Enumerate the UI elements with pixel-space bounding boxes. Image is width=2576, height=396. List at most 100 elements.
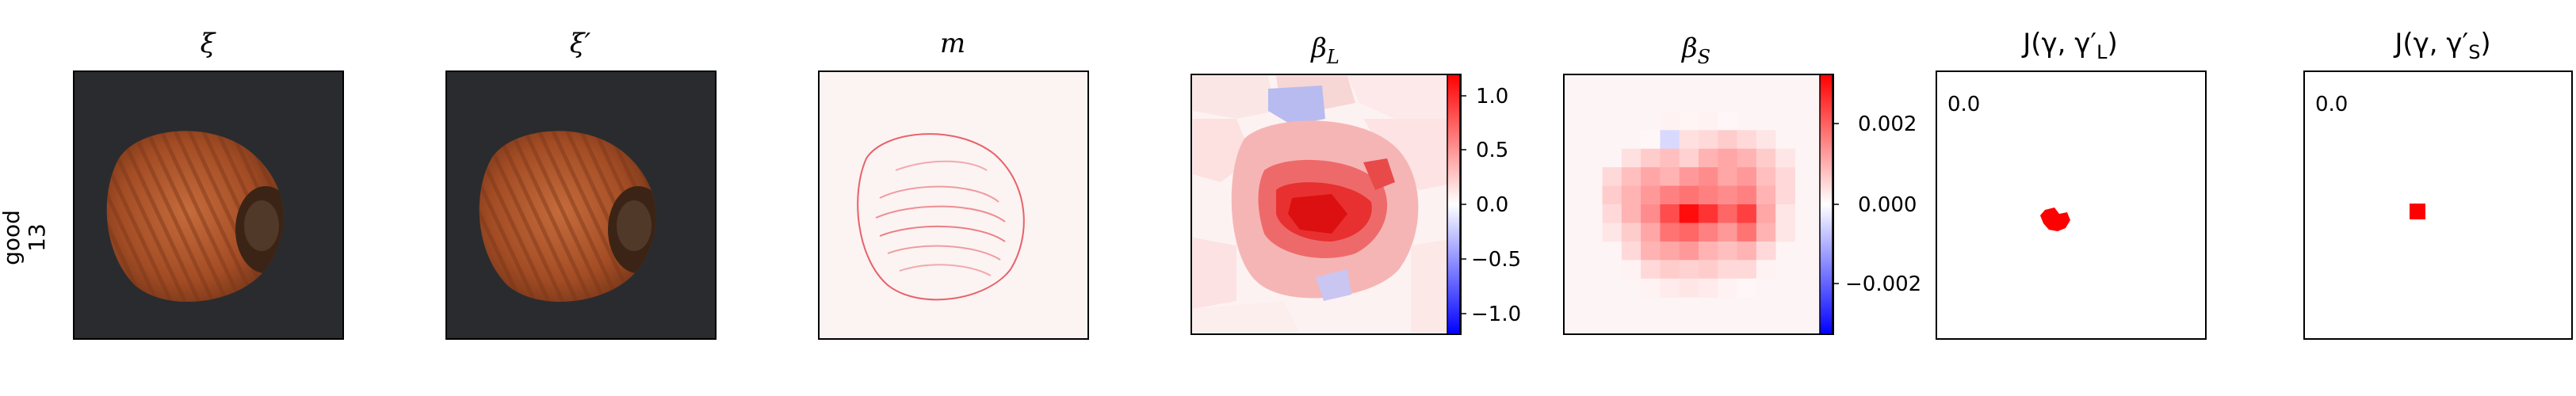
grid-heatmap-cells <box>1602 111 1795 298</box>
panel-J-S-frame <box>2303 70 2573 340</box>
J-L-title-sub: L <box>2096 41 2108 63</box>
panel-m: m <box>818 28 1089 340</box>
heatmap-cell <box>1699 167 1718 187</box>
panel-xi: ξ <box>73 28 344 340</box>
heatmap-cell <box>1641 130 1661 150</box>
beta-S-title-main: β <box>1680 32 1698 64</box>
heatmap-cell <box>1679 130 1699 150</box>
heatmap-cell <box>1679 185 1699 205</box>
mask-outline <box>857 133 1025 301</box>
heatmap-cell <box>1660 185 1680 205</box>
heatmap-cell <box>1718 223 1738 242</box>
panel-m-frame <box>818 70 1089 340</box>
colorbar-S-tick-0: 0.002 <box>1858 112 1917 136</box>
colorbar-beta-S: 0.002 0.000 −0.002 <box>1819 74 1921 335</box>
heatmap-cell <box>1775 167 1795 187</box>
heatmap-cell <box>1641 223 1661 242</box>
heatmap-cell <box>1621 241 1642 261</box>
heatmap-cell <box>1679 260 1699 280</box>
heatmap-cell <box>1602 167 1622 187</box>
J-S-square <box>2410 204 2425 219</box>
heatmap-cell <box>1641 185 1661 205</box>
heatmap-cell <box>1621 260 1642 280</box>
heatmap-cell <box>1718 278 1738 298</box>
heatmap-cell <box>1699 278 1718 298</box>
panel-J-S-image <box>2304 71 2574 339</box>
heatmap-cell <box>1621 148 1642 168</box>
panel-J-S-value: 0.0 <box>2315 93 2348 116</box>
heatmap-cell <box>1660 130 1680 150</box>
heatmap-cell <box>1602 185 1622 205</box>
superpixel-regions <box>1193 76 1459 333</box>
panel-xi-prime: ξ′ <box>445 28 717 340</box>
panel-xi-prime-title: ξ′ <box>570 28 591 59</box>
heatmap-cell <box>1756 130 1776 150</box>
heatmap-cell <box>1718 130 1738 150</box>
heatmap-cell <box>1621 204 1642 223</box>
J-L-title-main: J(γ, γ′ <box>2021 28 2096 59</box>
J-S-title-end: ) <box>2480 28 2490 59</box>
heatmap-cell <box>1737 260 1757 280</box>
heatmap-cell <box>1621 167 1642 187</box>
beta-S-title-sub: S <box>1698 46 1710 68</box>
heatmap-cell <box>1699 148 1718 168</box>
heatmap-cell <box>1737 204 1757 223</box>
heatmap-cell <box>1641 241 1661 261</box>
heatmap-cell <box>1775 185 1795 205</box>
colorbar-L-tick-1: 0.5 <box>1476 139 1508 162</box>
colorbar-L-tick-0: 1.0 <box>1476 85 1508 109</box>
colorbar-L-tick-2: 0.0 <box>1476 193 1508 217</box>
J-S-title-sub: S <box>2468 41 2480 63</box>
J-S-title-main: J(γ, γ′ <box>2393 28 2468 59</box>
colorbar-S-tick-2: −0.002 <box>1845 272 1921 296</box>
heatmap-cell <box>1718 148 1738 168</box>
negative-region-1 <box>1268 86 1325 125</box>
heatmap-cell <box>1660 260 1680 280</box>
heatmap-cell <box>1679 167 1699 187</box>
heatmap-cell <box>1699 241 1718 261</box>
heatmap-cell <box>1660 111 1680 131</box>
panel-xi-prime-frame <box>445 70 717 340</box>
panel-J-S: J(γ, γ′S) 0.0 <box>2303 28 2574 340</box>
heatmap-cell <box>1756 167 1776 187</box>
heatmap-cell <box>1602 204 1622 223</box>
heatmap-cell <box>1679 148 1699 168</box>
panel-J-L: J(γ, γ′L) 0.0 <box>1936 28 2207 340</box>
panel-J-S-title: J(γ, γ′S) <box>2393 28 2490 63</box>
panel-beta-L-title: βL <box>1309 32 1340 68</box>
heatmap-cell <box>1718 167 1738 187</box>
panel-m-title: m <box>940 28 965 59</box>
beta-L-title-sub: L <box>1326 46 1340 68</box>
heatmap-cell <box>1756 241 1776 261</box>
heatmap-cell <box>1737 185 1757 205</box>
heatmap-cell <box>1660 167 1680 187</box>
heatmap-cell <box>1699 223 1718 242</box>
heatmap-cell <box>1641 148 1661 168</box>
panel-xi-frame <box>73 70 344 340</box>
heatmap-cell <box>1737 148 1757 168</box>
colorbar-S-ticks: 0.002 0.000 −0.002 <box>1833 112 1921 296</box>
row-label: good 13 <box>0 210 50 265</box>
heatmap-cell <box>1679 204 1699 223</box>
panel-beta-L: βL <box>1191 32 1462 335</box>
panel-J-L-frame <box>1936 70 2207 340</box>
heatmap-cell <box>1737 130 1757 150</box>
heatmap-cell <box>1756 223 1776 242</box>
heatmap-cell <box>1756 204 1776 223</box>
panel-beta-S-title: βS <box>1680 32 1710 68</box>
heatmap-cell <box>1660 241 1680 261</box>
heatmap-cell <box>1775 204 1795 223</box>
colorbar-L-tick-4: −1.0 <box>1471 303 1521 326</box>
heatmap-cell <box>1641 260 1661 280</box>
heatmap-cell <box>1756 185 1776 205</box>
colorbar-beta-L: 1.0 0.5 0.0 −0.5 −1.0 <box>1447 74 1521 335</box>
colorbar-S-tick-1: 0.000 <box>1858 193 1917 217</box>
panel-J-L-value: 0.0 <box>1947 93 1980 116</box>
negative-region-2 <box>1316 269 1351 301</box>
heatmap-cell <box>1699 185 1718 205</box>
heatmap-cell <box>1699 111 1718 131</box>
heatmap-cell <box>1718 241 1738 261</box>
heatmap-cell <box>1602 223 1622 242</box>
heatmap-cell <box>1699 130 1718 150</box>
